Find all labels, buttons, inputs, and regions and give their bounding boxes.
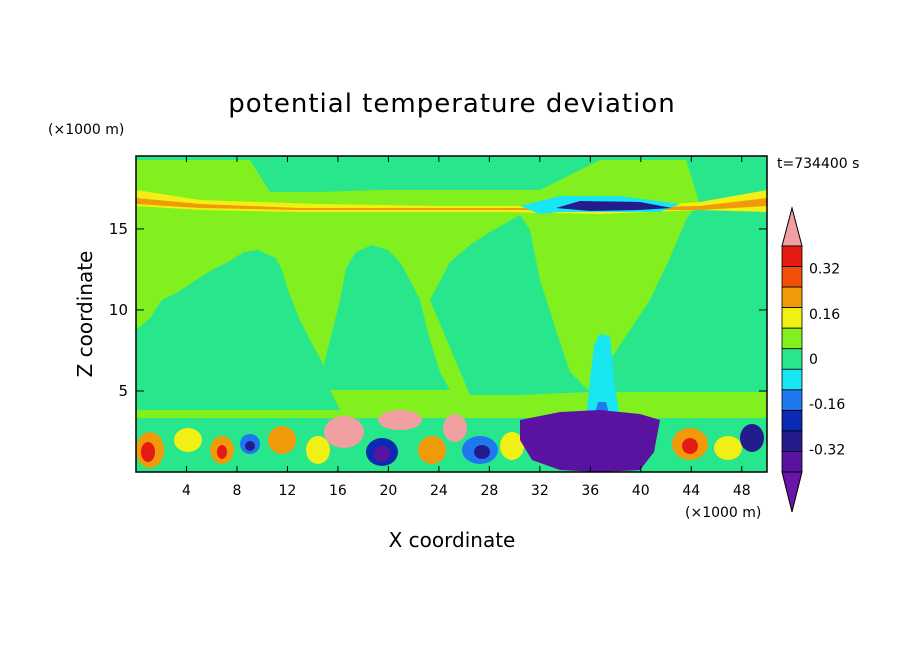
bl-cell bbox=[682, 438, 698, 454]
bl-cell bbox=[714, 436, 742, 460]
colorbar-under-triangle bbox=[781, 471, 803, 513]
plot-area bbox=[136, 156, 767, 472]
bl-cell bbox=[306, 436, 330, 464]
y-tick-label: 10 bbox=[109, 301, 128, 319]
x-tick-label: 4 bbox=[182, 483, 191, 499]
colorbar-swatch bbox=[781, 409, 803, 432]
bl-cell bbox=[324, 416, 364, 448]
y-axis-ticks: 5 10 15 bbox=[109, 220, 767, 400]
time-label: t=734400 s bbox=[777, 156, 859, 172]
bl-cell bbox=[374, 446, 390, 462]
colorbar-swatch bbox=[781, 327, 803, 350]
x-tick-label: 20 bbox=[379, 483, 397, 499]
chart-title: potential temperature deviation bbox=[228, 89, 675, 119]
bl-cell bbox=[268, 426, 296, 454]
plume-4 bbox=[600, 200, 767, 392]
x-tick-label: 24 bbox=[430, 483, 448, 499]
colorbar-swatch bbox=[781, 430, 803, 452]
colorbar-swatch bbox=[781, 451, 803, 473]
bl-cell bbox=[500, 432, 524, 460]
x-tick-label: 12 bbox=[279, 483, 297, 499]
bl-cell bbox=[378, 410, 422, 430]
bl-cell bbox=[217, 445, 227, 459]
x-tick-label: 48 bbox=[733, 483, 751, 499]
cold-pool-bl bbox=[520, 410, 660, 472]
y-tick-label: 5 bbox=[118, 382, 128, 400]
colorbar-tick-label: 0.16 bbox=[809, 307, 840, 323]
x-tick-label: 32 bbox=[531, 483, 549, 499]
x-axis-ticks: 4 8 12 16 20 24 28 32 36 40 44 48 bbox=[182, 156, 751, 499]
colorbar-over-triangle bbox=[781, 206, 803, 247]
colorbar-swatch bbox=[781, 389, 803, 411]
x-tick-label: 44 bbox=[682, 483, 700, 499]
colorbar-tick-label: -0.32 bbox=[809, 442, 845, 458]
colorbar-swatch bbox=[781, 348, 803, 370]
colorbar-swatch bbox=[781, 368, 803, 391]
x-axis-label: X coordinate bbox=[389, 528, 516, 552]
x-tick-label: 8 bbox=[232, 483, 241, 499]
bl-cell bbox=[443, 414, 467, 442]
colorbar: -0.32 -0.16 0 0.16 0.32 bbox=[781, 206, 845, 513]
colorbar-tick-label: -0.16 bbox=[809, 397, 845, 413]
colorbar-swatch bbox=[781, 286, 803, 309]
bl-cell bbox=[174, 428, 202, 452]
cold-column bbox=[586, 334, 620, 418]
bl-cell bbox=[418, 436, 446, 464]
y-unit-label: (×1000 m) bbox=[48, 122, 124, 138]
y-tick-label: 15 bbox=[109, 220, 128, 238]
x-tick-label: 28 bbox=[480, 483, 498, 499]
y-axis-label: Z coordinate bbox=[73, 251, 97, 378]
colorbar-swatch bbox=[781, 307, 803, 329]
bl-cell bbox=[740, 424, 764, 452]
colorbar-tick-label: 0 bbox=[809, 352, 818, 368]
x-tick-label: 40 bbox=[632, 483, 650, 499]
bl-cell bbox=[474, 445, 490, 459]
cold-pool-core bbox=[556, 201, 672, 211]
plume-2 bbox=[320, 245, 450, 390]
colorbar-tick-label: 0.32 bbox=[809, 262, 840, 278]
bl-cell bbox=[245, 441, 255, 451]
colorbar-swatch bbox=[781, 266, 803, 288]
warm-layer-core bbox=[136, 198, 767, 210]
bl-cell bbox=[141, 442, 155, 462]
plume-1 bbox=[136, 250, 340, 410]
x-tick-label: 16 bbox=[329, 483, 347, 499]
plot-frame bbox=[135, 155, 768, 473]
plume-3 bbox=[430, 215, 590, 395]
x-unit-label: (×1000 m) bbox=[685, 505, 761, 521]
x-tick-label: 36 bbox=[581, 483, 599, 499]
upper-layer-green bbox=[136, 156, 767, 215]
colorbar-swatch bbox=[781, 245, 803, 267]
